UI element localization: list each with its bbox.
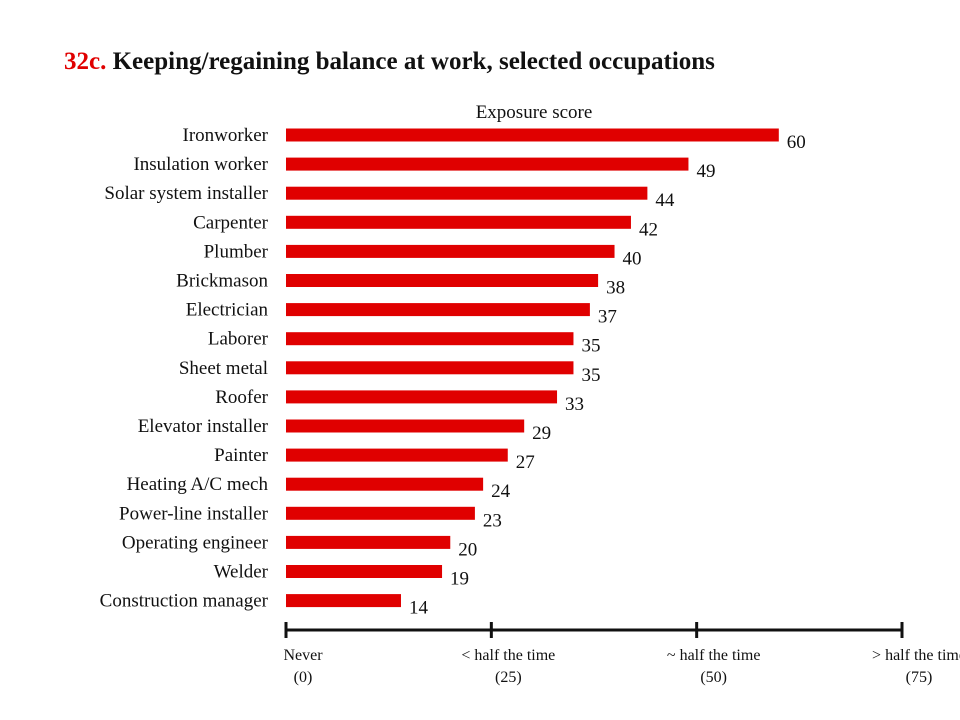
category-label: Solar system installer bbox=[104, 183, 268, 204]
category-label: Ironworker bbox=[183, 125, 269, 146]
category-label: Electrician bbox=[186, 300, 269, 321]
value-label: 37 bbox=[598, 307, 617, 328]
category-label: Welder bbox=[214, 562, 269, 583]
tick-label: Never bbox=[283, 647, 323, 664]
tick-sublabel: (50) bbox=[700, 669, 727, 686]
category-label: Heating A/C mech bbox=[127, 474, 269, 495]
title-number: 32c. bbox=[64, 48, 107, 75]
category-label: Carpenter bbox=[193, 212, 269, 233]
value-label: 20 bbox=[458, 539, 477, 560]
category-label: Sheet metal bbox=[179, 358, 268, 379]
value-label: 42 bbox=[639, 219, 658, 240]
bar bbox=[286, 303, 590, 317]
category-label: Brickmason bbox=[176, 271, 268, 292]
value-label: 60 bbox=[787, 132, 806, 153]
category-label: Laborer bbox=[208, 329, 269, 350]
bar bbox=[286, 594, 401, 608]
bar bbox=[286, 448, 508, 462]
bar bbox=[286, 361, 574, 375]
value-label: 29 bbox=[532, 423, 551, 444]
tick-sublabel: (75) bbox=[906, 669, 933, 686]
bar bbox=[286, 186, 648, 200]
value-label: 44 bbox=[655, 190, 675, 211]
tick-sublabel: (0) bbox=[294, 669, 313, 686]
bar bbox=[286, 419, 525, 433]
value-label: 35 bbox=[581, 365, 600, 386]
chart-title: 32c. Keeping/regaining balance at work, … bbox=[64, 48, 715, 76]
category-label: Insulation worker bbox=[133, 154, 268, 175]
title-text: Keeping/regaining balance at work, selec… bbox=[112, 48, 715, 75]
value-label: 38 bbox=[606, 278, 625, 299]
tick-sublabel: (25) bbox=[495, 669, 522, 686]
category-label: Painter bbox=[214, 445, 268, 466]
bar bbox=[286, 215, 631, 229]
bar bbox=[286, 157, 689, 171]
value-label: 23 bbox=[483, 510, 502, 531]
value-label: 19 bbox=[450, 569, 469, 590]
value-label: 27 bbox=[516, 452, 535, 473]
tick-label: > half the time bbox=[872, 647, 960, 664]
category-label: Construction manager bbox=[100, 591, 269, 612]
bar bbox=[286, 128, 779, 142]
value-label: 49 bbox=[696, 161, 715, 182]
bar bbox=[286, 390, 558, 404]
value-label: 33 bbox=[565, 394, 584, 415]
value-label: 35 bbox=[581, 336, 600, 357]
value-label: 40 bbox=[623, 248, 642, 269]
bar bbox=[286, 274, 599, 287]
tick-label: < half the time bbox=[461, 647, 555, 664]
category-label: Power-line installer bbox=[119, 503, 269, 524]
category-label: Operating engineer bbox=[122, 532, 269, 553]
bar bbox=[286, 506, 475, 520]
bar bbox=[286, 477, 484, 491]
bar bbox=[286, 535, 451, 549]
x-axis-label: Exposure score bbox=[476, 102, 593, 123]
category-label: Elevator installer bbox=[138, 416, 269, 437]
category-label: Roofer bbox=[215, 387, 268, 408]
value-label: 24 bbox=[491, 481, 511, 502]
bar bbox=[286, 565, 443, 578]
bar bbox=[286, 244, 615, 258]
x-axis: Never (0) < half the time (25) ~ half the ti… bbox=[283, 622, 960, 686]
bars-group: Ironworker 60 Insulation worker 49 Solar sys… bbox=[100, 125, 806, 619]
tick-label: ~ half the time bbox=[667, 647, 761, 664]
bar bbox=[286, 332, 574, 346]
value-label: 14 bbox=[409, 598, 429, 619]
category-label: Plumber bbox=[204, 241, 269, 262]
